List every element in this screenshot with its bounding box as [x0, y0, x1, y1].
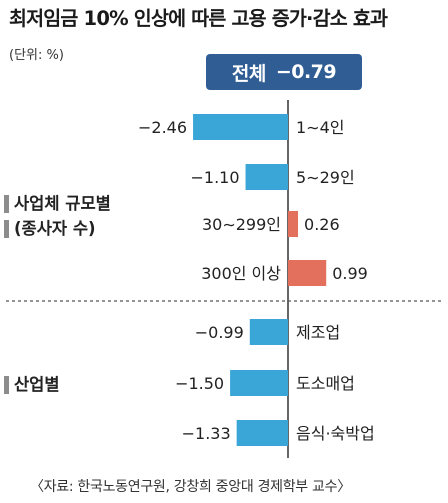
bar-4	[288, 260, 327, 286]
group-label-industry-line1: 산업별	[14, 375, 60, 394]
category-label-1: 1∼4인	[296, 118, 345, 137]
group-label-size: 사업체 규모별 (종사자 수)	[4, 191, 111, 241]
group-label-size-line1: 사업체 규모별	[14, 194, 111, 213]
value-label-7: −1.33	[182, 424, 231, 443]
category-label-6: 도소매업	[296, 374, 355, 393]
category-label-3: 30∼299인	[202, 215, 281, 234]
value-label-1: −2.46	[138, 118, 187, 137]
total-label: 전체	[231, 62, 266, 85]
group-label-industry: 산업별	[4, 372, 60, 397]
category-label-4: 300인 이상	[201, 264, 281, 283]
total-effect-badge: 전체 −0.79	[206, 54, 362, 90]
value-label-6: −1.50	[175, 374, 224, 393]
category-label-5: 제조업	[296, 323, 340, 342]
bar-6	[230, 370, 288, 396]
unit-label: (단위: %)	[9, 48, 64, 63]
group-label-size-line2: (종사자 수)	[14, 219, 96, 238]
category-label-2: 5∼29인	[296, 168, 355, 187]
bar-3	[288, 211, 299, 237]
value-label-4: 0.99	[332, 264, 368, 283]
category-label-7: 음식·숙박업	[296, 424, 375, 443]
total-value: −0.79	[275, 61, 337, 83]
group-marker	[4, 220, 9, 238]
value-label-2: −1.10	[191, 168, 240, 187]
bar-1	[193, 114, 288, 140]
group-marker	[4, 195, 9, 213]
source-note: 〈자료: 한국노동연구원, 강창희 중앙대 경제학부 교수〉	[30, 479, 351, 495]
bar-7	[236, 420, 288, 446]
group-marker	[4, 376, 9, 394]
bar-5	[249, 319, 288, 345]
bar-2	[245, 164, 288, 190]
value-label-5: −0.99	[195, 323, 244, 342]
value-label-3: 0.26	[304, 215, 340, 234]
chart-title: 최저임금 10% 인상에 따른 고용 증가·감소 효과	[9, 7, 388, 30]
